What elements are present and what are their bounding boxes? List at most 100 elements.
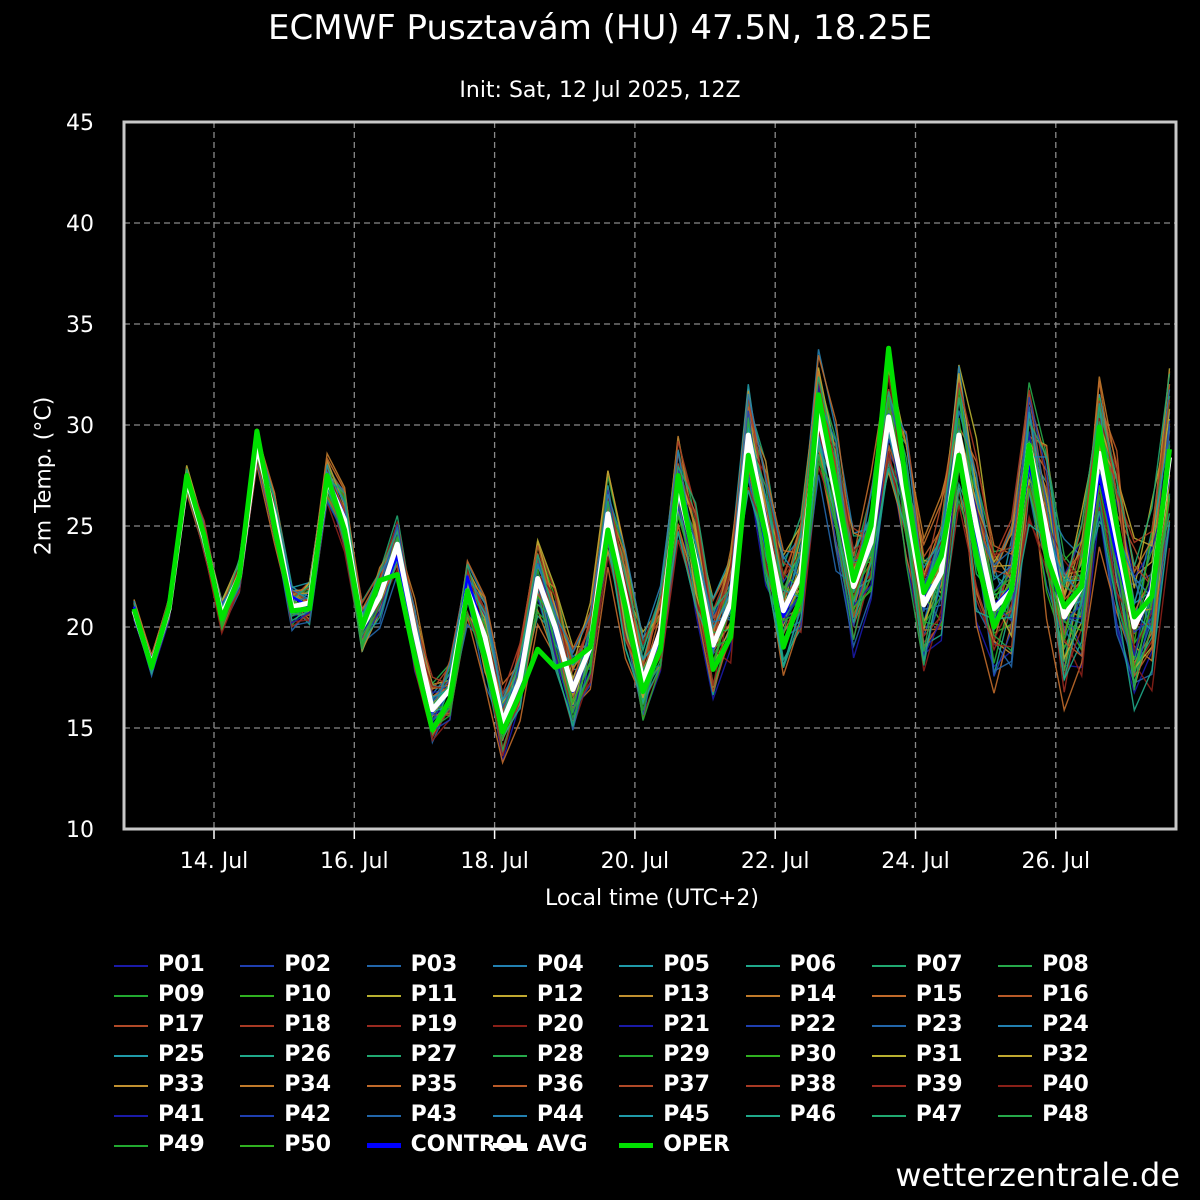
legend-label: P41	[158, 1102, 205, 1127]
legend-swatch	[745, 1115, 780, 1117]
legend-swatch	[998, 1085, 1033, 1087]
legend-label: P44	[536, 1102, 584, 1127]
legend-label: OPER	[663, 1132, 730, 1157]
chart-title: ECMWF Pusztavám (HU) 47.5N, 18.25E	[268, 8, 932, 48]
legend-label: P49	[158, 1132, 205, 1157]
legend-swatch	[619, 1025, 654, 1027]
legend-swatch	[871, 1055, 906, 1057]
legend-swatch	[619, 1115, 654, 1117]
legend-swatch	[114, 1115, 148, 1117]
legend-swatch	[366, 965, 401, 967]
y-axis-label: 2m Temp. (°C)	[31, 396, 57, 556]
legend-label: P26	[284, 1042, 332, 1067]
legend-label: P15	[915, 982, 963, 1007]
legend-label: P08	[1042, 952, 1089, 977]
x-tick-label: 26. Jul	[1022, 849, 1091, 874]
legend-swatch	[492, 1143, 527, 1148]
legend-label: P32	[1042, 1042, 1089, 1067]
legend-swatch	[240, 995, 275, 997]
legend-swatch	[871, 965, 906, 967]
legend-label: P10	[284, 982, 332, 1007]
legend-swatch	[619, 965, 654, 967]
legend-label: P42	[284, 1102, 332, 1127]
legend-label: P02	[284, 952, 332, 977]
legend-label: P28	[536, 1042, 584, 1067]
legend-swatch	[492, 1025, 527, 1027]
y-tick-label: 40	[66, 212, 94, 237]
legend-label: P18	[284, 1012, 332, 1037]
legend-swatch	[240, 1085, 275, 1087]
series-line-avg	[131, 412, 1172, 725]
legend-swatch	[998, 1025, 1033, 1027]
legend-swatch	[114, 965, 148, 967]
legend-swatch	[998, 995, 1033, 997]
legend-label: P36	[536, 1072, 584, 1097]
legend-swatch	[492, 965, 527, 967]
legend-swatch	[745, 1025, 780, 1027]
legend-swatch	[114, 1025, 148, 1027]
x-tick-label: 20. Jul	[601, 849, 670, 874]
legend-label: P07	[915, 952, 963, 977]
legend-label: P19	[410, 1012, 458, 1037]
legend-label: P27	[410, 1042, 458, 1067]
ensemble-chart: 10 15 20 25 30 35 40 45 14. Jul 16. Jul 18. Jul 20.…	[66, 111, 1178, 874]
y-tick-label: 10	[66, 818, 94, 843]
legend-swatch	[114, 1145, 148, 1147]
legend-swatch	[366, 1055, 401, 1057]
x-tick-label: 14. Jul	[180, 849, 249, 874]
legend-swatch	[240, 1115, 275, 1117]
legend-label: P47	[915, 1102, 963, 1127]
watermark: wetterzentrale.de	[895, 1156, 1180, 1194]
chart-subtitle: Init: Sat, 12 Jul 2025, 12Z	[459, 78, 741, 103]
legend-label: P38	[789, 1072, 837, 1097]
legend-label: P16	[1042, 982, 1089, 1007]
legend-swatch	[366, 1143, 401, 1148]
legend-swatch	[619, 1055, 654, 1057]
legend-label: P34	[284, 1072, 332, 1097]
y-tick-label: 35	[66, 313, 94, 338]
x-axis-label: Local time (UTC+2)	[545, 886, 759, 911]
legend-swatch	[871, 995, 906, 997]
y-tick-label: 20	[66, 616, 94, 641]
legend-swatch	[619, 995, 654, 997]
legend-swatch	[871, 1085, 906, 1087]
legend-swatch	[745, 965, 780, 967]
legend-label: P12	[536, 982, 584, 1007]
legend-label: P17	[158, 1012, 205, 1037]
legend-label: P46	[789, 1102, 837, 1127]
legend-swatch	[114, 995, 148, 997]
legend-label: P03	[410, 952, 458, 977]
legend-label: P45	[663, 1102, 710, 1127]
legend-swatch	[492, 995, 527, 997]
x-tick-label: 16. Jul	[320, 849, 389, 874]
y-tick-label: 15	[66, 717, 94, 742]
y-tick-label: 25	[66, 515, 94, 540]
legend-swatch	[240, 965, 275, 967]
legend-swatch	[366, 995, 401, 997]
legend-label: P11	[410, 982, 458, 1007]
legend-swatch	[998, 1115, 1033, 1117]
legend-label: P22	[789, 1012, 837, 1037]
legend-label: P06	[789, 952, 837, 977]
legend-swatch	[492, 1055, 527, 1057]
legend-label: P14	[789, 982, 837, 1007]
legend-label: P04	[536, 952, 584, 977]
legend-label: P50	[284, 1132, 332, 1157]
legend-swatch	[619, 1143, 654, 1148]
legend-swatch	[366, 1115, 401, 1117]
legend-swatch	[998, 965, 1033, 967]
legend-label: P23	[915, 1012, 963, 1037]
legend-label: P09	[158, 982, 205, 1007]
legend-swatch	[871, 1115, 906, 1117]
plot-frame	[122, 120, 1178, 831]
legend-label: P01	[158, 952, 205, 977]
legend-label: AVG	[536, 1132, 588, 1157]
y-tick-label: 45	[66, 111, 94, 136]
legend-swatch	[240, 1145, 275, 1147]
legend-swatch	[745, 1085, 780, 1087]
x-tick-label: 24. Jul	[881, 849, 950, 874]
legend-label: P30	[789, 1042, 837, 1067]
legend-label: P33	[158, 1072, 205, 1097]
legend-swatch	[240, 1025, 275, 1027]
legend-swatch	[998, 1055, 1033, 1057]
